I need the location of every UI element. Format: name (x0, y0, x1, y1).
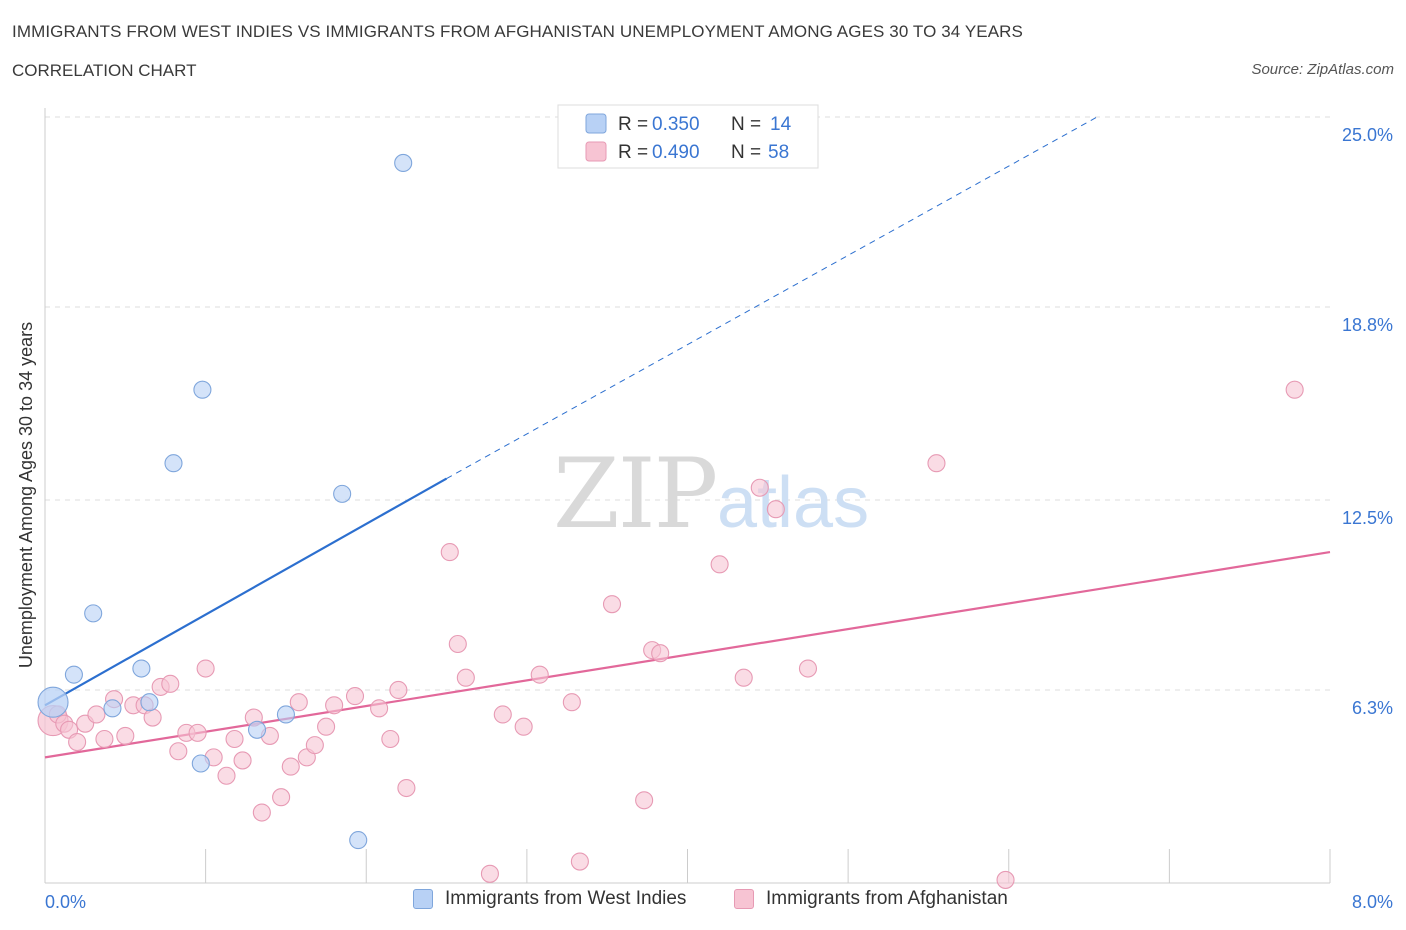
data-point-afghanistan (710, 555, 729, 574)
data-point-afghanistan (233, 751, 252, 770)
legend-item-west-indies: Immigrants from West Indies (413, 888, 686, 910)
legend-top: R = 0.350 N = 14 R = 0.490 N = 58 (557, 104, 819, 169)
data-point-afghanistan (87, 705, 106, 724)
data-point-afghanistan (996, 870, 1015, 889)
legend-swatch-west-indies (585, 113, 607, 134)
data-point-afghanistan (188, 723, 207, 742)
data-point-afghanistan (480, 864, 499, 883)
legend-swatch-afghanistan-bottom (734, 889, 754, 909)
data-point-afghanistan (289, 693, 308, 712)
data-point-afghanistan (389, 680, 408, 700)
data-point-afghanistan (325, 696, 344, 715)
data-point-afghanistan (169, 742, 188, 761)
data-point-afghanistan (143, 708, 162, 727)
data-points (37, 153, 1304, 889)
data-point-afghanistan (68, 733, 87, 752)
data-point-afghanistan (734, 668, 753, 687)
data-point-west-indies (64, 665, 83, 684)
data-point-west-indies (394, 153, 413, 173)
data-point-afghanistan (161, 674, 180, 693)
x-tick-label-max: 8.0% (1352, 892, 1393, 912)
y-axis-label: Unemployment Among Ages 30 to 34 years (16, 322, 36, 668)
data-point-afghanistan (927, 454, 946, 473)
y-tick-label: 25.0% (1342, 125, 1393, 145)
data-point-afghanistan (750, 478, 769, 497)
legend-swatch-afghanistan (585, 141, 607, 162)
legend-bottom: Immigrants from West Indies Immigrants f… (0, 888, 1406, 918)
data-point-afghanistan (116, 726, 135, 745)
y-tick-label: 6.3% (1352, 698, 1393, 718)
legend-n-label-afghanistan: N = (731, 142, 766, 163)
data-point-afghanistan (448, 634, 467, 654)
data-point-afghanistan (562, 693, 581, 712)
legend-n-value-afghanistan: 58 (768, 142, 789, 163)
data-point-west-indies (140, 693, 159, 712)
data-point-west-indies (193, 380, 212, 399)
data-point-west-indies (132, 659, 151, 678)
data-point-afghanistan (397, 778, 416, 798)
source-label: Source: ZipAtlas.com (1251, 61, 1394, 78)
chart-title: IMMIGRANTS FROM WEST INDIES VS IMMIGRANT… (12, 22, 1023, 41)
data-point-west-indies (37, 686, 69, 718)
watermark: ZIP atlas (553, 438, 869, 550)
data-point-afghanistan (252, 803, 271, 822)
trend-line-west-indies-extrapolated (446, 116, 1098, 479)
x-tick-marks (205, 849, 1331, 883)
legend-label-west-indies: Immigrants from West Indies (445, 888, 687, 909)
data-point-afghanistan (456, 668, 475, 687)
data-point-afghanistan (602, 595, 622, 614)
trend-line-west-indies (44, 477, 448, 707)
data-point-afghanistan (95, 729, 114, 749)
data-point-afghanistan (272, 788, 291, 807)
data-point-afghanistan (281, 757, 300, 776)
data-point-afghanistan (381, 729, 400, 749)
watermark-atlas: atlas (717, 463, 869, 543)
data-point-afghanistan (225, 729, 244, 749)
data-point-west-indies (349, 831, 368, 850)
legend-label-afghanistan: Immigrants from Afghanistan (766, 888, 1008, 909)
watermark-zip: ZIP (553, 438, 716, 550)
data-point-afghanistan (305, 736, 324, 755)
data-point-west-indies (164, 454, 183, 473)
y-tick-label: 18.8% (1342, 315, 1393, 335)
trend-line-afghanistan (44, 551, 1331, 759)
legend-r-value-west-indies: 0.350 (652, 114, 700, 135)
legend-n-label-west-indies: N = (731, 114, 766, 135)
data-point-afghanistan (217, 766, 236, 785)
y-tick-label: 12.5% (1342, 508, 1393, 528)
data-point-west-indies (276, 705, 295, 724)
legend-r-label-west-indies: R = (618, 114, 653, 135)
data-point-west-indies (333, 484, 352, 503)
data-point-afghanistan (493, 705, 512, 724)
data-point-afghanistan (440, 543, 459, 562)
data-point-afghanistan (317, 717, 336, 736)
data-point-afghanistan (798, 659, 818, 678)
x-tick-label-min: 0.0% (45, 892, 86, 912)
data-point-west-indies (84, 604, 103, 623)
data-point-afghanistan (370, 699, 389, 718)
legend-n-value-west-indies: 14 (770, 114, 792, 135)
y-tick-labels: 6.3% 12.5% 18.8% 25.0% (1342, 125, 1393, 718)
data-point-west-indies (103, 699, 122, 718)
data-point-afghanistan (570, 852, 589, 871)
grid-lines (45, 116, 1330, 691)
data-point-west-indies (191, 754, 210, 773)
data-point-west-indies (247, 720, 267, 739)
legend-r-label-afghanistan: R = (618, 142, 653, 163)
legend-item-afghanistan: Immigrants from Afghanistan (734, 888, 1008, 910)
data-point-afghanistan (651, 644, 670, 663)
legend-swatch-west-indies-bottom (413, 889, 433, 909)
data-point-afghanistan (635, 791, 654, 810)
legend-r-value-afghanistan: 0.490 (652, 142, 700, 163)
data-point-afghanistan (196, 659, 215, 678)
data-point-afghanistan (345, 687, 365, 706)
data-point-afghanistan (530, 665, 549, 684)
data-point-afghanistan (514, 717, 533, 736)
data-point-afghanistan (1285, 380, 1304, 399)
chart-subtitle: CORRELATION CHART (12, 61, 197, 80)
data-point-afghanistan (766, 500, 785, 519)
